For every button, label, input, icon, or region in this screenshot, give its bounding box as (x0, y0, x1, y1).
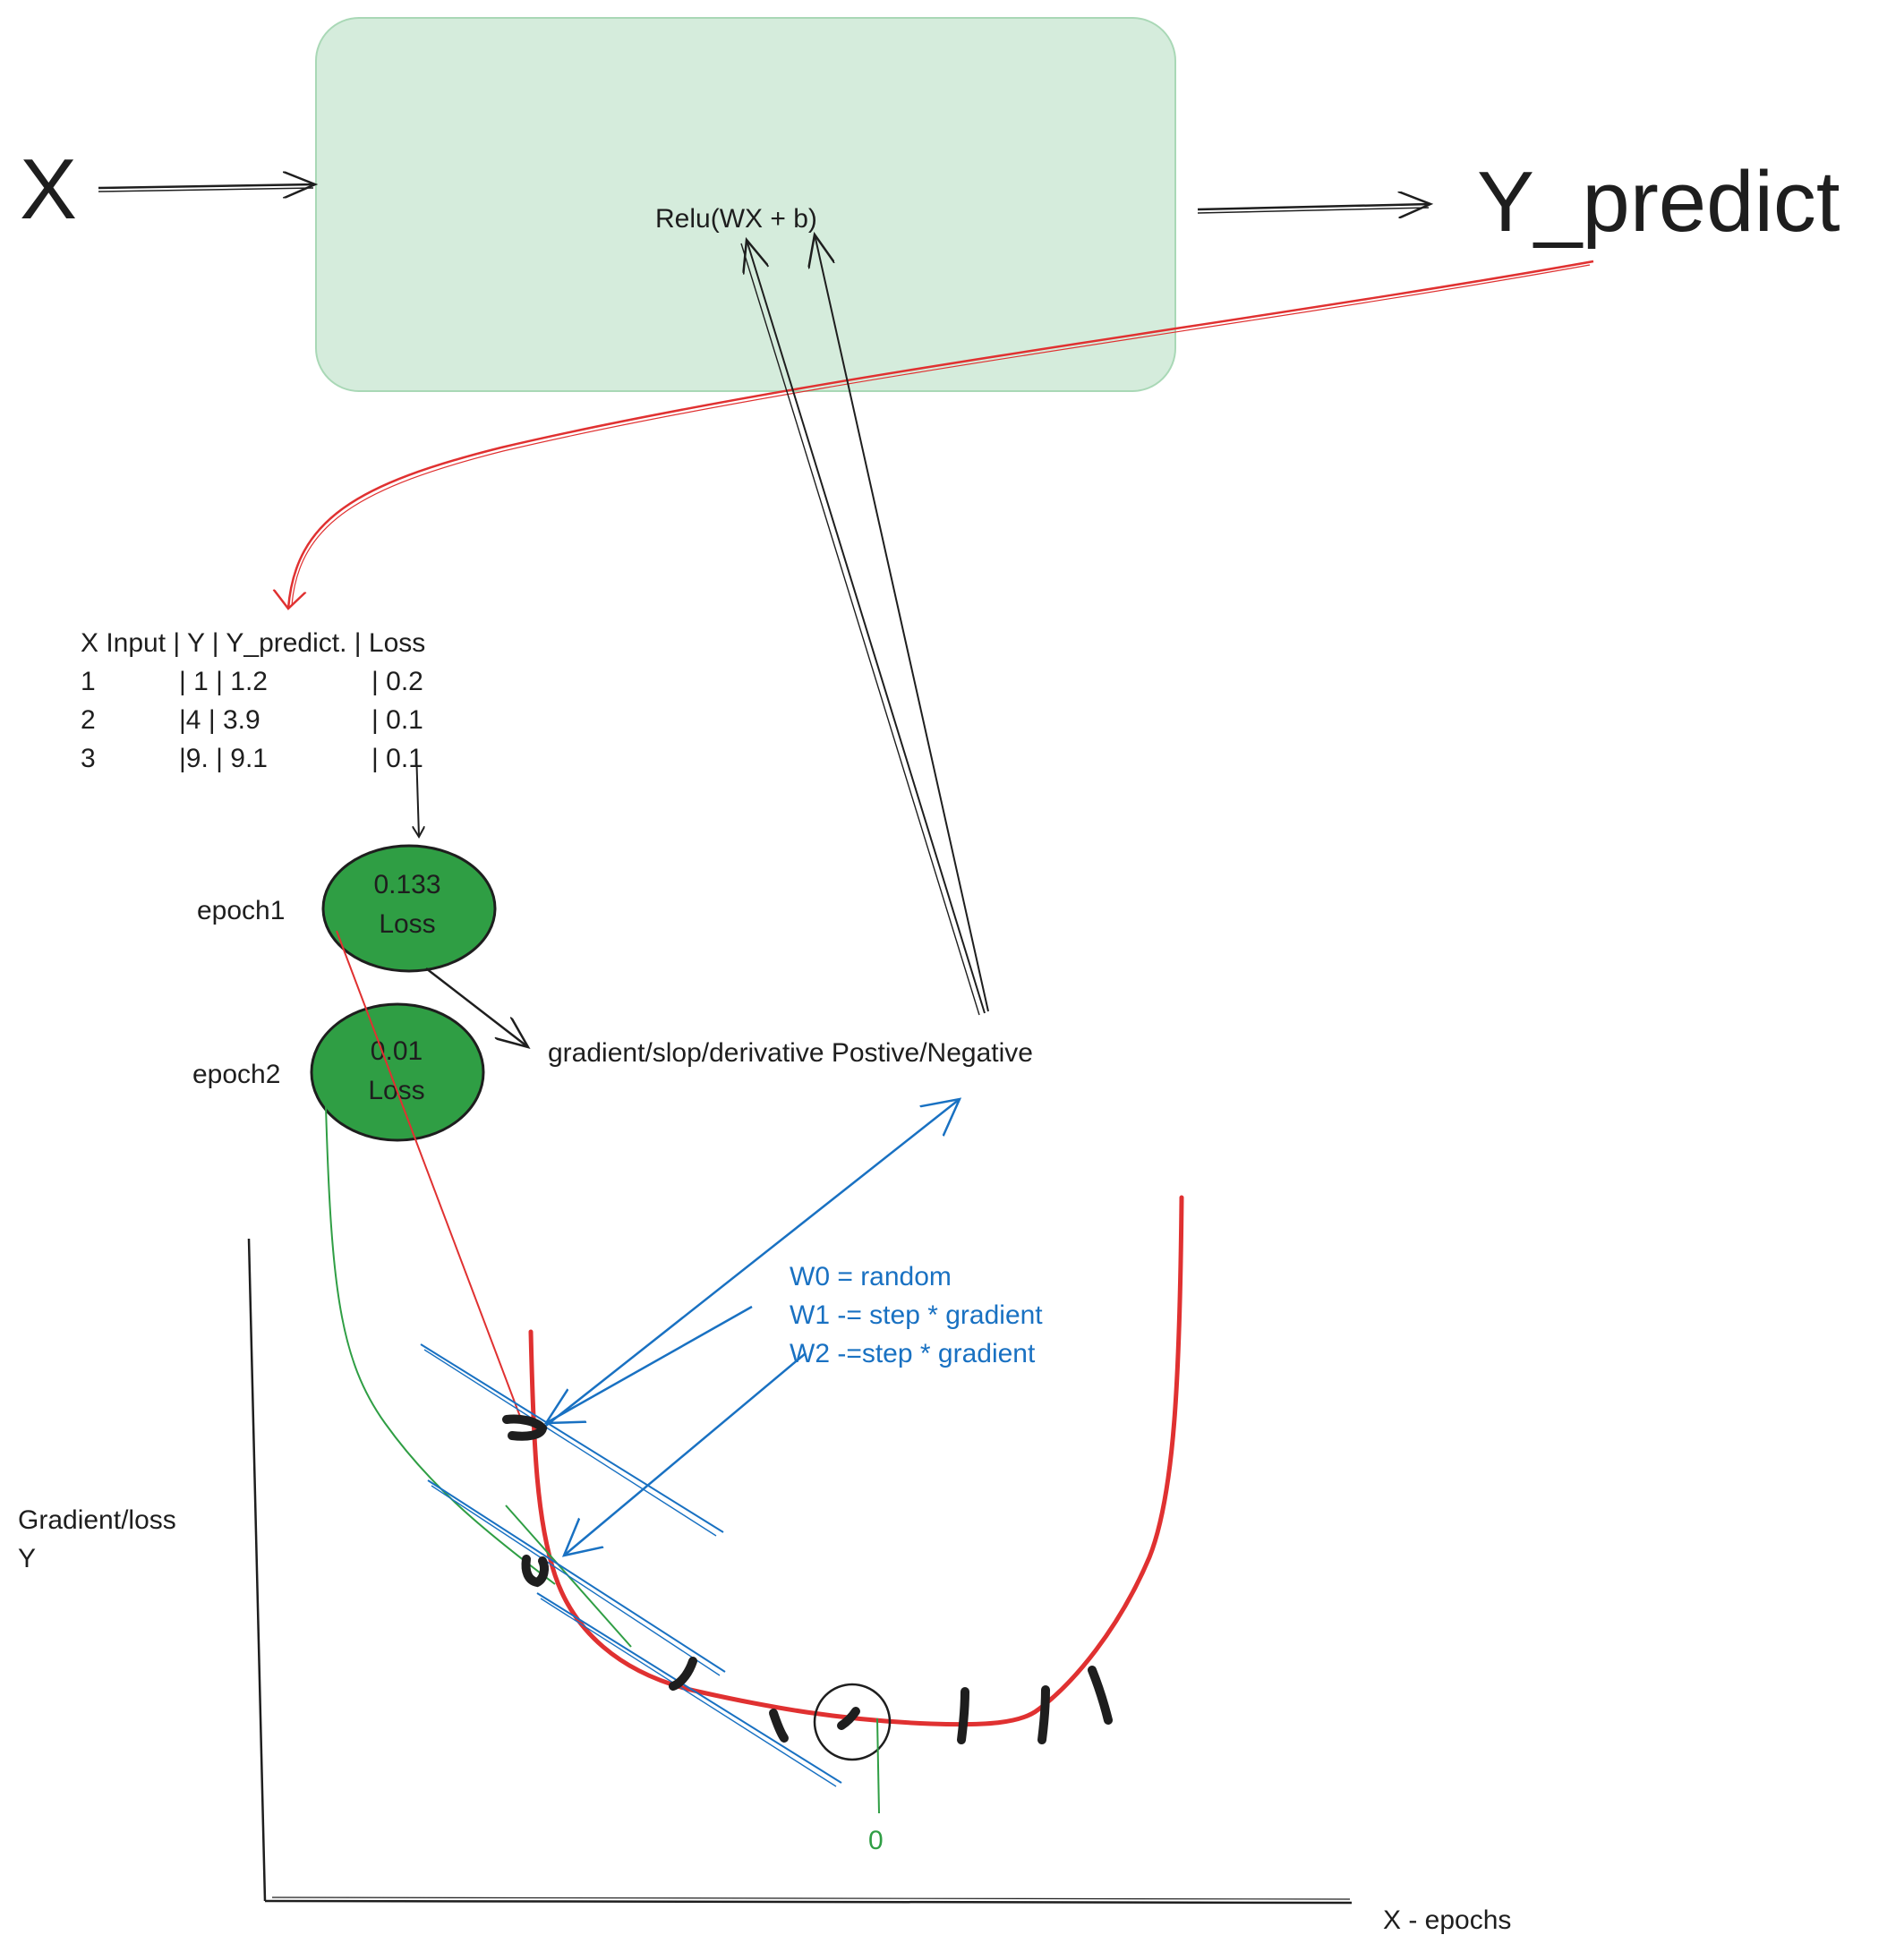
y-axis (247, 1238, 267, 1902)
output-arrow (1197, 204, 1430, 209)
step-marker (769, 1709, 789, 1743)
input-arrow (98, 184, 315, 188)
loss-curve (528, 1195, 1184, 1727)
step-marker (669, 1657, 697, 1691)
epoch1-label: epoch1 (197, 896, 285, 925)
tangent-line (536, 1592, 842, 1784)
box-formula: Relu(WX + b) (655, 204, 817, 234)
table-row: | 1 | 1.2 (179, 667, 268, 696)
table-row: 1 (81, 667, 96, 696)
y-axis-label: Gradient/loss (18, 1505, 176, 1535)
step-marker (1088, 1666, 1113, 1725)
gradient-note: gradient/slop/derivative Postive/Negativ… (548, 1038, 1033, 1068)
minimum-marker-line (876, 1718, 880, 1814)
output-label: Y_predict (1477, 154, 1840, 250)
table-row: 2 (81, 705, 96, 735)
update-rule: W2 -=step * gradient (790, 1339, 1036, 1368)
input-label: X (20, 141, 77, 237)
step-arrow (564, 1352, 807, 1556)
update-rule: W1 -= step * gradient (790, 1300, 1043, 1330)
epoch1-to-curve-line (336, 930, 523, 1422)
table-row: | 0.2 (371, 667, 423, 696)
gradient-to-b-arrow (815, 234, 989, 1012)
table-row: |9. | 9.1 (179, 744, 268, 773)
table-header: X Input | Y | Y_predict. | Loss (81, 628, 425, 658)
minimum-label: 0 (868, 1826, 884, 1855)
step-marker (521, 1555, 549, 1588)
minimum-circle (813, 1683, 892, 1761)
epoch-to-gradient-arrow (425, 967, 528, 1047)
epoch1-node (321, 844, 497, 973)
step-marker (502, 1414, 548, 1441)
step-marker (837, 1707, 860, 1730)
epoch2-label: epoch2 (192, 1060, 280, 1089)
table-row: 3 (81, 744, 96, 773)
epoch2-to-curve-line (325, 1105, 556, 1585)
feedback-arrow (288, 260, 1594, 609)
x-axis-label: X - epochs (1383, 1905, 1511, 1935)
gradient-direction-arrow (542, 1099, 960, 1429)
model-box (315, 17, 1176, 392)
table-row: | 0.1 (371, 744, 423, 773)
x-axis (264, 1899, 1353, 1905)
step-marker (957, 1687, 969, 1744)
epoch1-unit: Loss (379, 909, 435, 939)
step-markers (502, 1414, 1113, 1744)
step-arrow (546, 1305, 753, 1423)
y-axis-label-y: Y (18, 1544, 36, 1573)
table-row: | 0.1 (371, 705, 423, 735)
gradient-to-w-arrow (747, 240, 986, 1014)
update-rule: W0 = random (790, 1262, 952, 1291)
table-to-epoch-arrow (416, 749, 419, 837)
step-marker (1037, 1685, 1050, 1744)
tangent-line (427, 1479, 726, 1673)
update-rules: W0 = random W1 -= step * gradient W2 -=s… (790, 1262, 1043, 1368)
tangent-line (420, 1343, 724, 1533)
epoch1-value: 0.133 (373, 870, 440, 899)
epoch2-node (310, 1002, 485, 1142)
table-row: |4 | 3.9 (179, 705, 260, 735)
loss-table: X Input | Y | Y_predict. | Loss 1 | 1 | … (81, 628, 425, 773)
